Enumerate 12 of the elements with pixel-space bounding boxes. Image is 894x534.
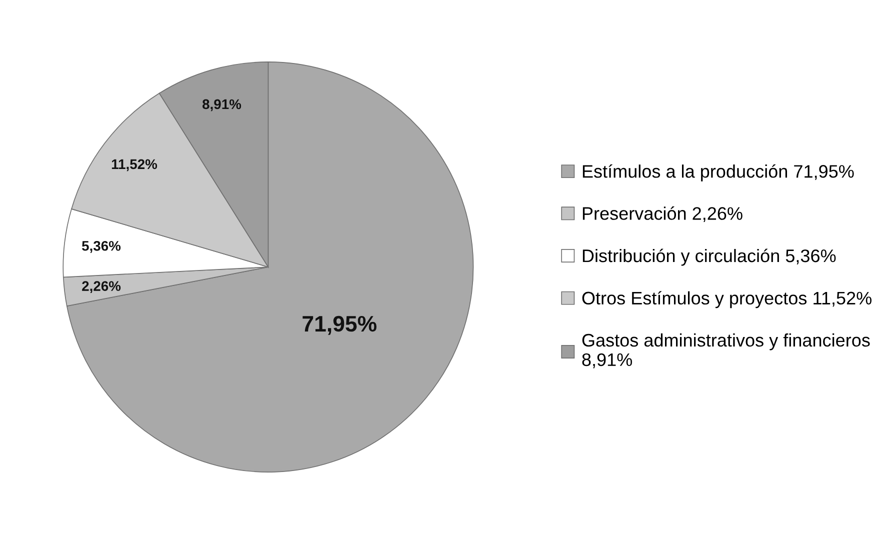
text: 8,91% <box>582 353 632 368</box>
legend-label: Preservación 2,26% <box>582 206 742 222</box>
data-label: 8,91% <box>202 99 242 112</box>
legend-label: Gastos administrativos y financieros <box>582 333 870 350</box>
legend-label: Estímulos a la producción 71,95% <box>582 164 854 182</box>
data-label: 11,52% <box>112 159 158 172</box>
pie-slice <box>66 62 474 472</box>
data-label: 5,36% <box>82 240 121 253</box>
legend-label: Otros Estímulos y proyectos 11,52% <box>582 291 872 308</box>
data-label: 71,95% <box>302 316 376 335</box>
data-label: 2,26% <box>82 281 121 293</box>
legend-label: Distribución y circulación 5,36% <box>582 248 836 266</box>
